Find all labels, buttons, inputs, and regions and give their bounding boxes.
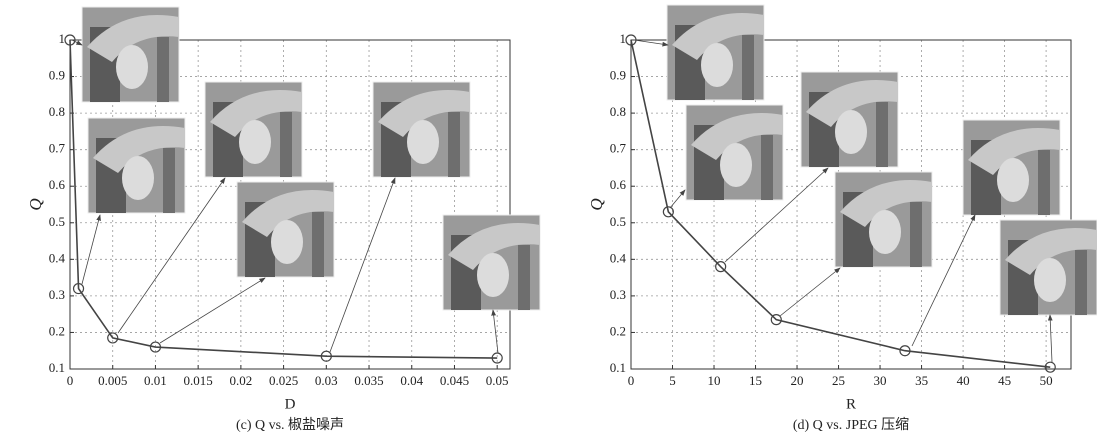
y-tick-label: 0.6: [610, 177, 627, 192]
x-tick-label: 0.035: [354, 373, 383, 388]
x-tick-label: 5: [669, 373, 676, 388]
caption: (d) Q vs. JPEG 压缩: [793, 417, 909, 433]
y-tick-label: 0.6: [49, 177, 66, 192]
x-tick-label: 40: [957, 373, 970, 388]
y-tick-label: 1: [620, 31, 627, 46]
y-tick-label: 0.2: [49, 323, 65, 338]
x-tick-label: 10: [708, 373, 721, 388]
x-tick-label: 0.025: [269, 373, 298, 388]
y-tick-label: 0.8: [610, 104, 626, 119]
x-tick-label: 0.015: [184, 373, 213, 388]
caption: (c) Q vs. 椒盐噪声: [236, 417, 344, 433]
x-tick-label: 0: [67, 373, 74, 388]
x-tick-label: 45: [998, 373, 1011, 388]
y-tick-label: 0.9: [610, 68, 626, 83]
y-tick-label: 0.5: [610, 214, 626, 229]
x-tick-label: 35: [915, 373, 928, 388]
thumbnails: [82, 5, 1097, 315]
y-tick-label: 0.3: [610, 287, 626, 302]
x-tick-label: 15: [749, 373, 762, 388]
y-tick-label: 0.3: [49, 287, 65, 302]
y-tick-label: 0.1: [49, 360, 65, 375]
x-axis-label: D: [285, 396, 296, 412]
y-tick-label: 0.4: [610, 250, 627, 265]
y-tick-label: 0.7: [49, 141, 66, 156]
x-tick-label: 25: [832, 373, 845, 388]
x-tick-label: 20: [791, 373, 804, 388]
y-tick-label: 0.8: [49, 104, 65, 119]
y-tick-label: 0.1: [610, 360, 626, 375]
x-axis-label: R: [846, 396, 856, 412]
x-tick-label: 0.005: [98, 373, 127, 388]
x-tick-label: 30: [874, 373, 887, 388]
y-tick-label: 0.5: [49, 214, 65, 229]
y-axis-label: Q: [587, 198, 606, 210]
y-tick-label: 0.9: [49, 68, 65, 83]
y-axis-label: Q: [26, 198, 45, 210]
x-tick-label: 0.05: [486, 373, 509, 388]
y-tick-label: 0.4: [49, 250, 66, 265]
y-tick-label: 0.2: [610, 323, 626, 338]
y-tick-label: 0.7: [610, 141, 627, 156]
x-tick-label: 0.04: [400, 373, 423, 388]
x-tick-label: 0: [628, 373, 635, 388]
y-tick-label: 1: [59, 31, 66, 46]
x-tick-label: 50: [1040, 373, 1053, 388]
figure: 0.10.20.30.40.50.60.70.80.9100.0050.010.…: [0, 0, 1097, 441]
x-tick-label: 0.01: [144, 373, 167, 388]
x-tick-label: 0.02: [229, 373, 252, 388]
x-tick-label: 0.045: [440, 373, 469, 388]
x-tick-label: 0.03: [315, 373, 338, 388]
